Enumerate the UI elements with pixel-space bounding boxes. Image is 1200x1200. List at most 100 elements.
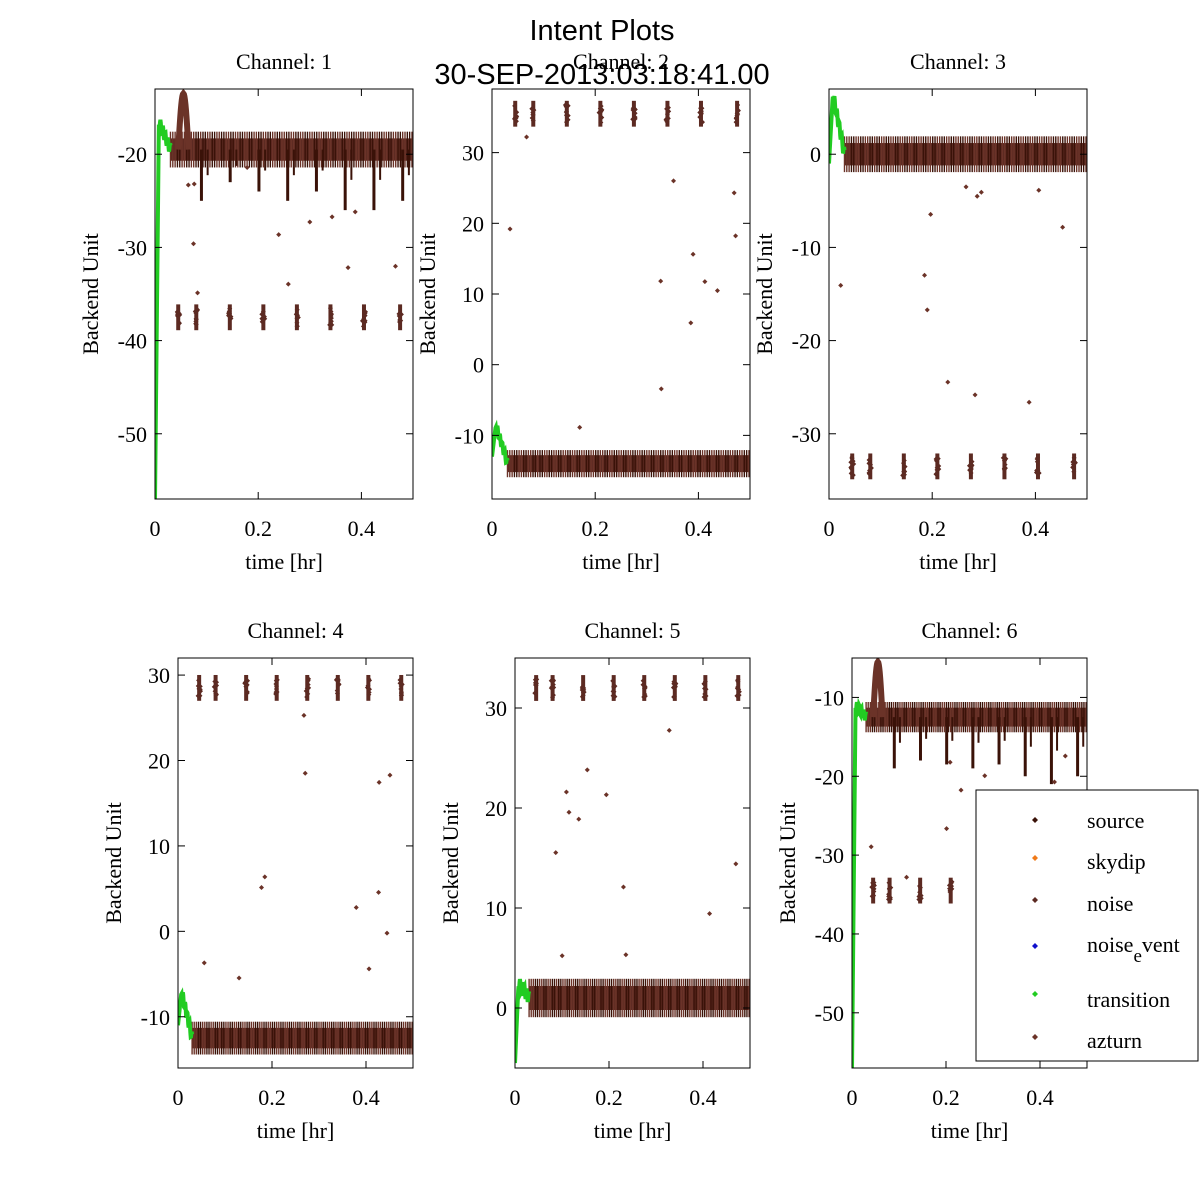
transition-curve — [829, 95, 847, 164]
outlier-point — [702, 279, 708, 285]
outlier-point — [553, 850, 559, 856]
legend-marker-noise-event — [1032, 943, 1038, 949]
outlier-point — [563, 789, 569, 795]
outlier-point — [982, 773, 988, 779]
plot-area — [178, 658, 413, 1068]
outlier-point — [924, 307, 930, 313]
outlier-point — [566, 809, 572, 815]
outlier-point — [387, 772, 393, 778]
legend-label-source: source — [1087, 808, 1144, 833]
transition-curve — [515, 978, 532, 1064]
outlier-point — [1036, 187, 1042, 193]
outlier-point — [329, 214, 335, 220]
y-tick-label: 20 — [148, 749, 170, 774]
y-tick-label: -10 — [792, 235, 821, 260]
x-tick-label: 0 — [487, 516, 498, 541]
x-tick-label: 0.4 — [1022, 516, 1050, 541]
outlier-point — [384, 930, 390, 936]
outlier-point — [1026, 399, 1032, 405]
y-axis-label: Backend Unit — [415, 233, 440, 355]
outlier-point — [1062, 753, 1068, 759]
transition-curve — [852, 697, 869, 1068]
legend-label-noise-event-sub: e — [1133, 946, 1141, 967]
outlier-point — [733, 233, 739, 239]
legend-item-source: source — [1032, 808, 1144, 833]
y-axis-label: Backend Unit — [752, 233, 777, 355]
y-tick-label: -20 — [792, 329, 821, 354]
panel-channel-6: 0 0.2 0.4 -10 -20 -30 -40 -50 Channel: 6 time [hr… — [775, 618, 1088, 1143]
outlier-point — [376, 889, 382, 895]
x-axis-label: time [hr] — [582, 549, 660, 574]
y-tick-label: 30 — [462, 141, 484, 166]
panel-title: Channel: 4 — [248, 618, 344, 643]
x-tick-label: 0 — [150, 516, 161, 541]
legend-label-noise-event-main: noise — [1087, 932, 1133, 957]
outlier-point — [731, 190, 737, 196]
x-tick-label: 0 — [173, 1085, 184, 1110]
outlier-point — [904, 874, 910, 880]
legend-item-skydip: skydip — [1032, 849, 1146, 874]
outlier-point — [623, 952, 629, 958]
outlier-point — [366, 966, 372, 972]
y-tick-label: -40 — [118, 329, 147, 354]
outlier-point — [928, 211, 934, 217]
legend: source skydip noise noiseevent transitio… — [975, 789, 1199, 1062]
legend-marker-transition — [1032, 991, 1038, 997]
legend-item-transition: transition — [1032, 987, 1170, 1012]
outlier-point — [191, 181, 197, 187]
outlier-point — [236, 975, 242, 981]
outlier-point — [658, 278, 664, 284]
outlier-point — [714, 288, 720, 294]
y-tick-label: -10 — [815, 685, 844, 710]
y-tick-label: 10 — [485, 896, 507, 921]
outlier-point — [958, 787, 964, 793]
outlier-point — [507, 226, 513, 232]
outlier-point — [658, 386, 664, 392]
outlier-point — [620, 884, 626, 890]
outlier-point — [577, 424, 583, 430]
y-tick-label: -30 — [792, 422, 821, 447]
outlier-point — [259, 885, 265, 891]
plot-frame — [177, 657, 414, 1069]
outlier-point — [838, 282, 844, 288]
outlier-point — [688, 320, 694, 326]
outlier-point — [733, 861, 739, 867]
y-tick-label: 20 — [485, 796, 507, 821]
panel-title: Channel: 1 — [236, 49, 332, 74]
legend-label-noise-event: noiseevent — [1087, 932, 1180, 967]
outlier-point — [666, 727, 672, 733]
outlier-point — [262, 874, 268, 880]
outlier-point — [671, 178, 677, 184]
outlier-point — [191, 241, 197, 247]
figure-title: Intent Plots — [529, 15, 674, 47]
legend-label-azturn: azturn — [1087, 1028, 1142, 1053]
x-tick-label: 0.4 — [685, 516, 713, 541]
azturn-bump — [870, 658, 886, 718]
outlier-point — [944, 826, 950, 832]
x-tick-label: 0.2 — [932, 1085, 960, 1110]
panel-channel-1: 0 0.2 0.4 -20 -30 -40 -50 Channel: 1 time [hr] Ba… — [78, 49, 414, 574]
legend-item-noise: noise — [1032, 891, 1133, 916]
outlier-point — [963, 184, 969, 190]
data-layer — [155, 89, 413, 499]
y-tick-label: 0 — [496, 996, 507, 1021]
x-tick-label: 0 — [510, 1085, 521, 1110]
x-axis-label: time [hr] — [919, 549, 997, 574]
x-tick-label: 0.2 — [918, 516, 946, 541]
y-tick-label: 10 — [148, 834, 170, 859]
x-tick-label: 0.4 — [689, 1085, 717, 1110]
y-tick-label: -20 — [815, 764, 844, 789]
panel-title: Channel: 5 — [585, 618, 681, 643]
y-axis-label: Backend Unit — [78, 233, 103, 355]
outlier-point — [524, 134, 530, 140]
outlier-point — [244, 164, 250, 170]
panel-channel-5: 0 0.2 0.4 30 20 10 0 Channel: 5 time [hr] Backend… — [438, 618, 751, 1143]
legend-item-azturn: azturn — [1032, 1028, 1142, 1053]
outlier-point — [201, 960, 207, 966]
y-tick-label: 0 — [159, 919, 170, 944]
legend-marker-noise — [1032, 897, 1038, 903]
outlier-point — [392, 263, 398, 269]
legend-box — [975, 789, 1199, 1062]
x-tick-label: 0 — [824, 516, 835, 541]
outlier-point — [345, 265, 351, 271]
